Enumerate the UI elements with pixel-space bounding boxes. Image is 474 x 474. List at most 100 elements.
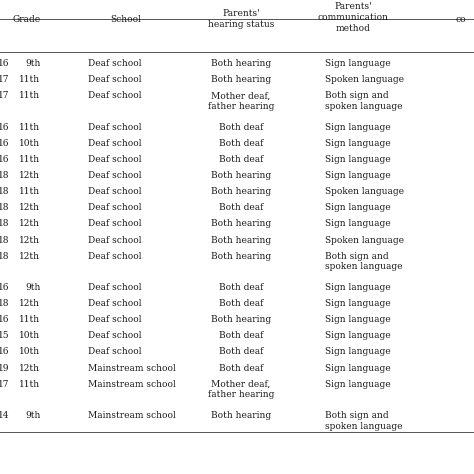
Text: Deaf school: Deaf school [88,155,141,164]
Text: Both deaf: Both deaf [219,139,263,148]
Text: Spoken language: Spoken language [325,236,404,245]
Text: Both hearing: Both hearing [211,315,271,324]
Text: Deaf school: Deaf school [88,187,141,196]
Text: Deaf school: Deaf school [88,252,141,261]
Text: Parents'
communication
method: Parents' communication method [318,2,389,33]
Text: Deaf school: Deaf school [88,283,141,292]
Text: 12th: 12th [19,171,40,180]
Text: 12th: 12th [19,203,40,212]
Text: Both deaf: Both deaf [219,299,263,308]
Text: Sign language: Sign language [325,123,390,132]
Text: 17: 17 [0,91,9,100]
Text: Mainstream school: Mainstream school [88,411,175,420]
Text: Sign language: Sign language [325,283,390,292]
Text: 18: 18 [0,171,9,180]
Text: Both deaf: Both deaf [219,347,263,356]
Text: Spoken language: Spoken language [325,187,404,196]
Text: Both hearing: Both hearing [211,411,271,420]
Text: Mother deaf,
father hearing: Mother deaf, father hearing [208,91,274,111]
Text: 18: 18 [0,203,9,212]
Text: Both deaf: Both deaf [219,155,263,164]
Text: Both hearing: Both hearing [211,171,271,180]
Text: Sign language: Sign language [325,364,390,373]
Text: Grade: Grade [12,15,40,24]
Text: 11th: 11th [19,75,40,84]
Text: 12th: 12th [19,219,40,228]
Text: 10th: 10th [19,331,40,340]
Text: Deaf school: Deaf school [88,75,141,84]
Text: 11th: 11th [19,380,40,389]
Text: Both deaf: Both deaf [219,283,263,292]
Text: Both hearing: Both hearing [211,59,271,68]
Text: 18: 18 [0,252,9,261]
Text: Deaf school: Deaf school [88,91,141,100]
Text: 18: 18 [0,187,9,196]
Text: Both deaf: Both deaf [219,203,263,212]
Text: 16: 16 [0,139,9,148]
Text: Sign language: Sign language [325,299,390,308]
Text: 9th: 9th [25,283,40,292]
Text: 9th: 9th [25,59,40,68]
Text: Both hearing: Both hearing [211,75,271,84]
Text: Both sign and
spoken language: Both sign and spoken language [325,252,402,272]
Text: Deaf school: Deaf school [88,171,141,180]
Text: Both hearing: Both hearing [211,252,271,261]
Text: Deaf school: Deaf school [88,315,141,324]
Text: Sign language: Sign language [325,171,390,180]
Text: 16: 16 [0,155,9,164]
Text: Both hearing: Both hearing [211,187,271,196]
Text: 14: 14 [0,411,9,420]
Text: Sign language: Sign language [325,203,390,212]
Text: Deaf school: Deaf school [88,123,141,132]
Text: Both sign and
spoken language: Both sign and spoken language [325,411,402,431]
Text: 16: 16 [0,59,9,68]
Text: Sign language: Sign language [325,331,390,340]
Text: Deaf school: Deaf school [88,219,141,228]
Text: 18: 18 [0,299,9,308]
Text: Mainstream school: Mainstream school [88,364,175,373]
Text: 12th: 12th [19,252,40,261]
Text: Deaf school: Deaf school [88,299,141,308]
Text: Sign language: Sign language [325,380,390,389]
Text: Deaf school: Deaf school [88,139,141,148]
Text: Deaf school: Deaf school [88,236,141,245]
Text: Both deaf: Both deaf [219,331,263,340]
Text: 11th: 11th [19,123,40,132]
Text: Sign language: Sign language [325,219,390,228]
Text: 17: 17 [0,75,9,84]
Text: 10th: 10th [19,139,40,148]
Text: 11th: 11th [19,155,40,164]
Text: Sign language: Sign language [325,315,390,324]
Text: Sign language: Sign language [325,155,390,164]
Text: 19: 19 [0,364,9,373]
Text: Deaf school: Deaf school [88,331,141,340]
Text: Both deaf: Both deaf [219,364,263,373]
Text: 9th: 9th [25,411,40,420]
Text: 16: 16 [0,347,9,356]
Text: 18: 18 [0,236,9,245]
Text: Both hearing: Both hearing [211,219,271,228]
Text: Sign language: Sign language [325,59,390,68]
Text: 11th: 11th [19,315,40,324]
Text: 12th: 12th [19,299,40,308]
Text: 11th: 11th [19,187,40,196]
Text: 15: 15 [0,331,9,340]
Text: Mainstream school: Mainstream school [88,380,175,389]
Text: 10th: 10th [19,347,40,356]
Text: Mother deaf,
father hearing: Mother deaf, father hearing [208,380,274,400]
Text: Both hearing: Both hearing [211,236,271,245]
Text: Sign language: Sign language [325,139,390,148]
Text: Deaf school: Deaf school [88,203,141,212]
Text: Both sign and
spoken language: Both sign and spoken language [325,91,402,111]
Text: 16: 16 [0,315,9,324]
Text: 12th: 12th [19,364,40,373]
Text: 16: 16 [0,123,9,132]
Text: Deaf school: Deaf school [88,347,141,356]
Text: Both deaf: Both deaf [219,123,263,132]
Text: 12th: 12th [19,236,40,245]
Text: School: School [110,15,141,24]
Text: co: co [455,15,465,24]
Text: 16: 16 [0,283,9,292]
Text: Sign language: Sign language [325,347,390,356]
Text: Spoken language: Spoken language [325,75,404,84]
